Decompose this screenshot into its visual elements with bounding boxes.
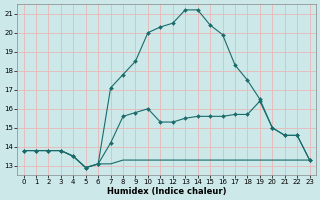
X-axis label: Humidex (Indice chaleur): Humidex (Indice chaleur) <box>107 187 226 196</box>
